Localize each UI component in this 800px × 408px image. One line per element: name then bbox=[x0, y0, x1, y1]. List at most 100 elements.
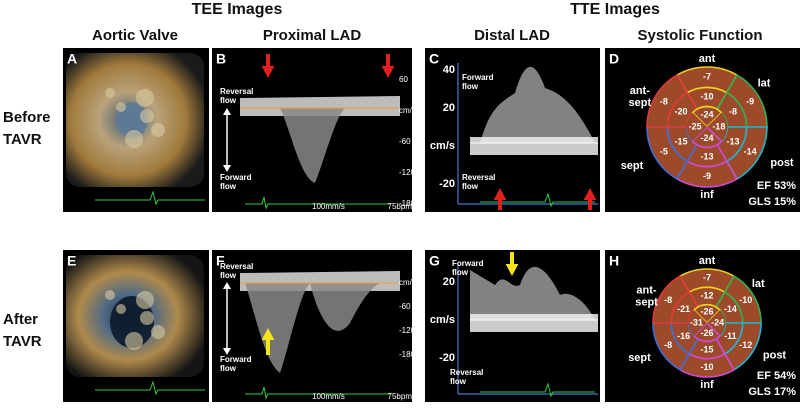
column-header: Distal LAD bbox=[474, 27, 550, 44]
segment-value: -24 bbox=[711, 317, 724, 327]
ef-label: EF 53% bbox=[757, 180, 796, 192]
doppler-envelope bbox=[470, 266, 595, 320]
speed-label: 100mm/s bbox=[312, 202, 345, 211]
scale-label: -120 bbox=[399, 168, 416, 177]
panel-letter: A bbox=[67, 51, 77, 67]
segment-value: -8 bbox=[660, 96, 668, 106]
segment-value: -10 bbox=[700, 362, 713, 372]
wall-label: ant bbox=[699, 53, 716, 65]
ecg-trace bbox=[245, 386, 390, 400]
wall-label: ant- bbox=[630, 85, 651, 97]
panel-letter: D bbox=[609, 51, 619, 67]
ecg-trace bbox=[245, 196, 390, 210]
rate-label: 75bpm bbox=[388, 202, 413, 211]
red-arrow bbox=[381, 66, 395, 78]
wall-label: post bbox=[770, 157, 794, 169]
wall-label: sept bbox=[628, 97, 651, 109]
gls-label: GLS 15% bbox=[748, 196, 796, 208]
panel-letter: C bbox=[429, 51, 439, 67]
segment-value: -15 bbox=[675, 136, 688, 146]
scale-label: -180 bbox=[399, 199, 416, 208]
wall-label: inf bbox=[700, 189, 714, 201]
valve-leaflet bbox=[116, 102, 126, 112]
scale-label: cm/s bbox=[430, 140, 455, 152]
column-header: Proximal LAD bbox=[263, 27, 362, 44]
valve-leaflet bbox=[140, 311, 154, 325]
flow-label: Reversal bbox=[450, 368, 483, 377]
segment-value: -12 bbox=[700, 290, 713, 300]
wall-label: inf bbox=[700, 379, 714, 391]
segment-value: -26 bbox=[700, 307, 713, 317]
row-label: TAVR bbox=[3, 333, 42, 350]
segment bbox=[692, 303, 722, 325]
panel-letter: G bbox=[429, 253, 440, 269]
valve-leaflet bbox=[125, 332, 143, 350]
flow-label: Reversal bbox=[462, 173, 495, 182]
scale-label: 20 bbox=[443, 276, 455, 288]
flow-label: Forward bbox=[452, 259, 484, 268]
segment bbox=[686, 112, 707, 142]
segment bbox=[707, 310, 726, 336]
red-arrow bbox=[493, 188, 507, 200]
flow-label: flow bbox=[220, 364, 237, 373]
valve-leaflet bbox=[136, 291, 154, 309]
scale-label: cm/s bbox=[399, 278, 416, 287]
valve-leaflet bbox=[136, 89, 154, 107]
rate-label: 75bpm bbox=[388, 392, 413, 401]
scale-label: -120 bbox=[399, 326, 416, 335]
panel-letter: E bbox=[67, 253, 76, 269]
doppler-envelope bbox=[480, 66, 595, 143]
segment-value: -24 bbox=[700, 133, 713, 143]
panel-letter: B bbox=[216, 51, 226, 67]
wall-label: lat bbox=[758, 78, 771, 90]
segment-value: -20 bbox=[675, 106, 688, 116]
valve-leaflet bbox=[105, 290, 115, 300]
scale-label: 20 bbox=[443, 102, 455, 114]
flow-label: Reversal bbox=[220, 87, 253, 96]
scale-label: 60 bbox=[399, 75, 408, 84]
flow-label: flow bbox=[220, 96, 237, 105]
wall-label: ant bbox=[699, 255, 716, 267]
segment-value: -25 bbox=[689, 121, 702, 131]
segment-value: -8 bbox=[664, 340, 672, 350]
ecg-trace bbox=[95, 380, 205, 396]
panel-letter: F bbox=[216, 253, 225, 269]
flow-label: flow bbox=[452, 268, 469, 277]
ecg-trace bbox=[480, 192, 595, 208]
yellow-arrow bbox=[505, 264, 519, 276]
flow-label: flow bbox=[220, 271, 237, 280]
segment bbox=[691, 125, 723, 149]
segment-value: -10 bbox=[739, 295, 752, 305]
segment-value: -21 bbox=[677, 304, 690, 314]
segment-value: -9 bbox=[746, 96, 754, 106]
segment-value: -24 bbox=[700, 110, 713, 120]
ef-label: EF 54% bbox=[757, 370, 796, 382]
segment-value: -7 bbox=[703, 273, 711, 283]
segment-value: -13 bbox=[700, 151, 713, 161]
flow-label: flow bbox=[220, 182, 237, 191]
flow-label: Forward bbox=[220, 355, 252, 364]
scale-label: -20 bbox=[439, 352, 455, 364]
segment-value: -31 bbox=[690, 317, 703, 327]
flow-arrow bbox=[223, 348, 231, 355]
ecg-trace bbox=[95, 190, 205, 206]
segment bbox=[692, 321, 722, 343]
segment-value: -7 bbox=[703, 72, 711, 82]
group-header: TEE Images bbox=[192, 1, 283, 18]
doppler-envelope bbox=[240, 96, 400, 116]
doppler-envelope bbox=[245, 283, 380, 373]
scale-label: -60 bbox=[399, 302, 411, 311]
red-arrow bbox=[261, 66, 275, 78]
segment-value: -12 bbox=[739, 340, 752, 350]
segment-value: -26 bbox=[700, 328, 713, 338]
segment bbox=[688, 310, 707, 336]
flow-label: Forward bbox=[462, 73, 494, 82]
doppler-envelope bbox=[470, 137, 598, 155]
segment-value: -15 bbox=[700, 344, 713, 354]
valve-leaflet bbox=[140, 109, 154, 123]
doppler-envelope bbox=[470, 314, 598, 332]
valve-leaflet bbox=[116, 304, 126, 314]
row-label: Before bbox=[3, 109, 51, 126]
segment-value: -18 bbox=[712, 121, 725, 131]
